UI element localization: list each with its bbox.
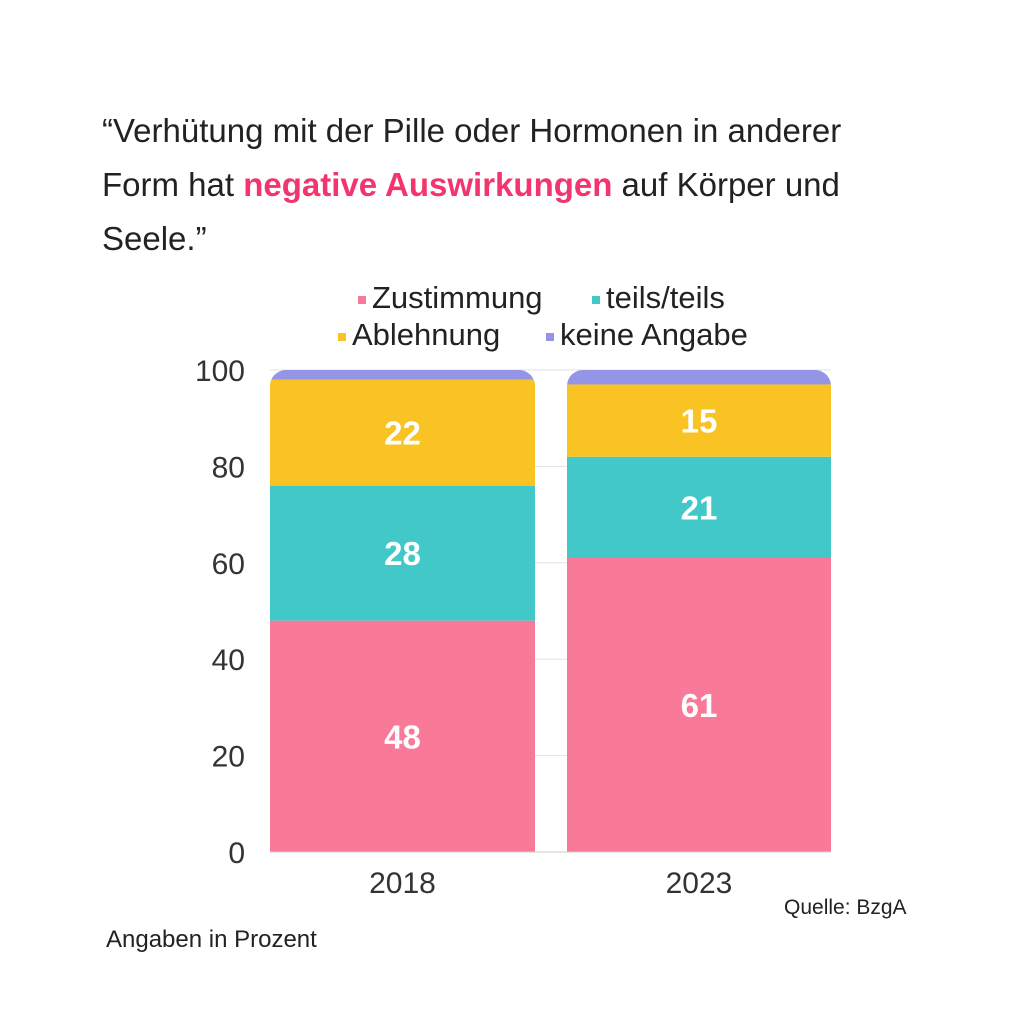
y-tick-label: 20 bbox=[212, 741, 245, 774]
y-tick-label: 80 bbox=[212, 451, 245, 484]
bar-segment-ablehnung bbox=[567, 384, 831, 457]
bar-segment-keine-angabe bbox=[567, 370, 831, 385]
data-label: 21 bbox=[681, 489, 718, 526]
data-label: 48 bbox=[384, 718, 421, 755]
bar-group-2018 bbox=[270, 370, 535, 852]
title-text: “Verhütung mit der Pille oder Hormonen i… bbox=[102, 112, 842, 203]
legend-marker bbox=[358, 296, 366, 304]
y-tick-label: 40 bbox=[212, 644, 245, 677]
x-tick-label: 2018 bbox=[369, 867, 436, 900]
legend-marker bbox=[338, 333, 346, 341]
unit-note: Angaben in Prozent bbox=[106, 926, 317, 953]
bar-segment-zustimmung bbox=[567, 557, 831, 852]
source-label: Quelle: BzgA bbox=[784, 896, 907, 919]
y-tick-label: 60 bbox=[212, 548, 245, 581]
chart-title: “Verhütung mit der Pille oder Hormonen i… bbox=[102, 104, 922, 266]
bar-segment-ablehnung bbox=[270, 379, 535, 486]
y-tick-label: 0 bbox=[228, 837, 245, 870]
legend-marker bbox=[546, 333, 554, 341]
data-label: 28 bbox=[384, 535, 421, 572]
legend-label: teils/teils bbox=[606, 280, 725, 315]
y-tick-label: 100 bbox=[195, 355, 245, 388]
title-text-end: auf Körper und Seele.” bbox=[102, 166, 840, 257]
legend-label: Ablehnung bbox=[352, 317, 500, 352]
bar-segment-teils-teils bbox=[270, 485, 535, 621]
title-highlight: negative Auswirkungen bbox=[243, 166, 613, 203]
legend-label: keine Angabe bbox=[560, 317, 748, 352]
bar-segment-teils-teils bbox=[567, 456, 831, 558]
legend-label: Zustimmung bbox=[372, 280, 543, 315]
x-tick-label: 2023 bbox=[666, 867, 733, 900]
data-label: 22 bbox=[384, 415, 421, 452]
legend-marker bbox=[592, 296, 600, 304]
data-label: 61 bbox=[681, 687, 718, 724]
bar-segment-zustimmung bbox=[270, 620, 535, 852]
bar-segment-keine-angabe bbox=[270, 370, 535, 380]
data-label: 15 bbox=[681, 403, 718, 440]
bar-group-2023 bbox=[567, 370, 831, 852]
